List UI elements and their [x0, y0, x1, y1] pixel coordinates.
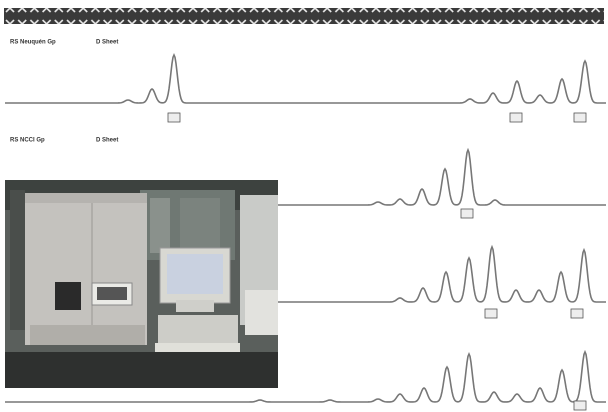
trace [278, 247, 606, 302]
peak-box [574, 113, 586, 122]
peak-box [571, 309, 583, 318]
trace [278, 150, 606, 205]
peak-box [461, 209, 473, 218]
peak-box [485, 309, 497, 318]
instrument-photo [5, 180, 278, 388]
trace [5, 55, 606, 103]
peak-box [510, 113, 522, 122]
ruler [4, 8, 604, 24]
screenshot: RS Neuquén Gp D Sheet RS NCCI Gp D Sheet [0, 0, 608, 412]
panel-label: RS NCCI Gp [10, 138, 45, 144]
peak-box [574, 401, 586, 410]
panel-label: RS Neuquén Gp [10, 40, 56, 46]
peak-box [168, 113, 180, 122]
panel-sublabel: D Sheet [96, 138, 118, 144]
panel-sublabel: D Sheet [96, 40, 118, 46]
